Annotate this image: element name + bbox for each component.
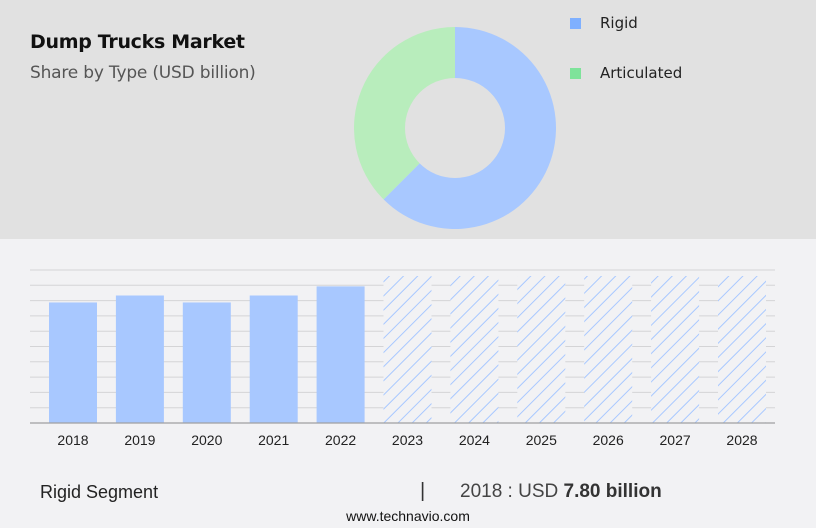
bar-2021[interactable]: [249, 295, 298, 424]
bar-2019[interactable]: [115, 295, 164, 424]
x-label-2018: 2018: [57, 432, 89, 448]
website-link[interactable]: www.technavio.com: [346, 508, 470, 524]
bar-2023[interactable]: [383, 276, 432, 423]
chart-subtitle: Share by Type (USD billion): [30, 63, 256, 83]
bar-2027[interactable]: [651, 276, 700, 423]
x-label-2020: 2020: [191, 432, 223, 448]
bar-2018[interactable]: [49, 302, 97, 423]
segment-label: Rigid Segment: [40, 482, 159, 502]
x-label-2024: 2024: [458, 432, 490, 448]
chart-title: Dump Trucks Market: [30, 31, 245, 53]
segment-value-prefix: 2018 : USD: [460, 481, 564, 502]
legend-item-articulated[interactable]: Articulated: [570, 64, 682, 82]
bar-2026[interactable]: [584, 276, 633, 423]
bar-2025[interactable]: [517, 276, 566, 423]
legend-label-rigid: Rigid: [600, 14, 638, 32]
x-label-2027: 2027: [659, 432, 691, 448]
bar-2024[interactable]: [450, 276, 499, 423]
footer-separator: |: [420, 480, 426, 502]
segment-value-amount: 7.80 billion: [563, 481, 662, 502]
donut-slice-articulated[interactable]: [354, 27, 455, 200]
bar-chart: [30, 269, 775, 424]
bar-2022[interactable]: [316, 286, 365, 423]
x-label-2022: 2022: [325, 432, 357, 448]
x-label-2019: 2019: [124, 432, 156, 448]
legend-swatch-rigid: [570, 17, 581, 29]
legend-label-articulated: Articulated: [600, 64, 683, 82]
x-label-2026: 2026: [592, 432, 624, 448]
x-label-2025: 2025: [525, 432, 557, 448]
bar-2028[interactable]: [718, 276, 766, 423]
x-label-2021: 2021: [258, 432, 290, 448]
x-label-2023: 2023: [391, 432, 424, 448]
bar-2020[interactable]: [182, 302, 231, 423]
legend-swatch-articulated: [570, 67, 581, 79]
donut-chart: [354, 27, 556, 229]
legend-item-rigid[interactable]: Rigid: [570, 14, 638, 32]
bars: [49, 276, 766, 423]
segment-value: 2018 : USD 7.80 billion: [460, 481, 662, 503]
x-label-2028: 2028: [726, 432, 758, 448]
